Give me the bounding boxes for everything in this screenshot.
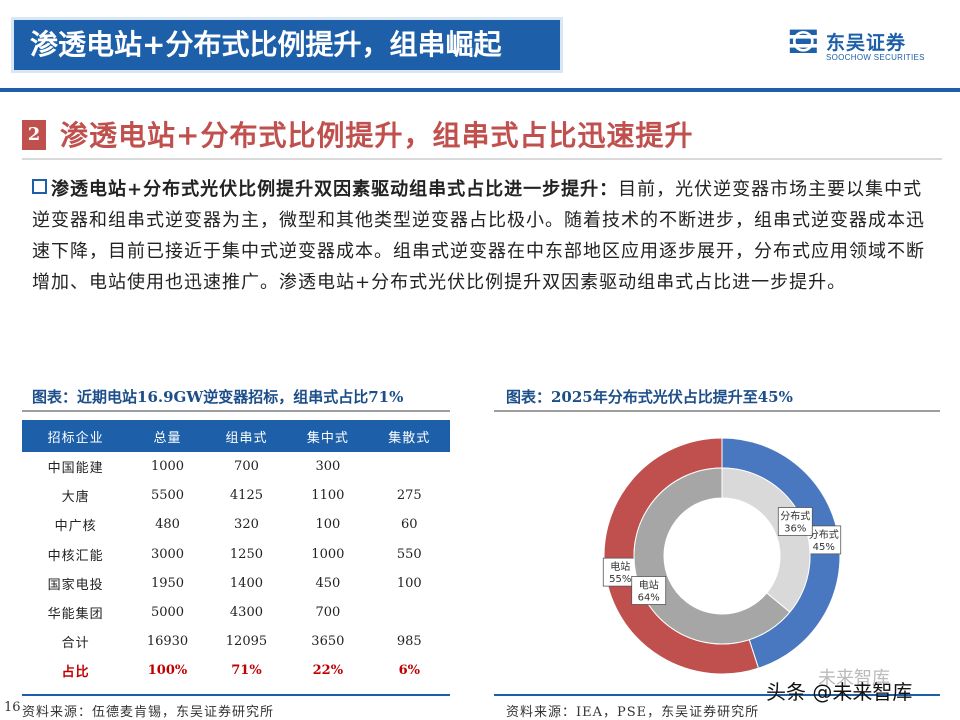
watermark: 头条 @未来智库 bbox=[766, 680, 913, 704]
table-cell: 450 bbox=[315, 575, 341, 591]
section-title: 渗透电站+分布式比例提升，组串式占比迅速提升 bbox=[60, 119, 694, 152]
watermark-faded: 未来智库 bbox=[818, 668, 890, 689]
table-cell: 300 bbox=[315, 459, 341, 475]
table-cell: 550 bbox=[396, 546, 422, 562]
table-cell: 1950 bbox=[150, 575, 185, 591]
table-cell: 71% bbox=[231, 663, 262, 679]
table-cell: 1000 bbox=[150, 459, 185, 475]
paragraph-body: 目前，光伏逆变器市场主要以集中式逆变器和组串式逆变器为主，微型和其他类型逆变器占… bbox=[32, 179, 925, 293]
table-header-cell: 组串式 bbox=[205, 420, 288, 452]
table-cell: 占比 bbox=[61, 665, 90, 681]
page-title: 渗透电站+分布式比例提升，组串崛起 bbox=[14, 20, 560, 70]
svg-text:45%: 45% bbox=[813, 542, 835, 553]
table-cell: 5000 bbox=[150, 605, 185, 621]
svg-text:55%: 55% bbox=[609, 574, 631, 585]
table-cell: 中国能建 bbox=[47, 461, 104, 477]
table-cell: 国家电投 bbox=[47, 577, 104, 593]
table-row: 中核汇能 3000 1250 1000 550 bbox=[22, 540, 450, 569]
donut-slice-1-0 bbox=[721, 467, 811, 613]
soochow-logo-icon bbox=[789, 29, 817, 53]
table-caption: 图表：近期电站16.9GW逆变器招标，组串式占比71% bbox=[32, 388, 404, 406]
table-cell: 3650 bbox=[311, 634, 345, 650]
table-source: 资料来源：伍德麦肯锡，东吴证券研究所 bbox=[22, 705, 275, 720]
table-cell: 3000 bbox=[150, 546, 185, 562]
table-cell: 4125 bbox=[229, 488, 263, 504]
table-cell: 480 bbox=[155, 517, 180, 533]
table-cell: 1000 bbox=[311, 546, 345, 562]
table-header-cell: 集中式 bbox=[287, 420, 369, 452]
table-row: 大唐 5500 4125 1100 275 bbox=[22, 481, 450, 510]
table-cell: 700 bbox=[234, 459, 259, 475]
table-total-row: 合计 16930 12095 3650 985 bbox=[22, 627, 450, 656]
table-cell: 中广核 bbox=[54, 519, 97, 535]
logo-subtitle: SOOCHOW SECURITIES bbox=[826, 53, 925, 62]
table-cell: 5500 bbox=[150, 488, 185, 504]
chart-caption-rule bbox=[494, 410, 940, 412]
table-cell bbox=[369, 598, 450, 627]
donut-slice-1-1 bbox=[633, 467, 791, 645]
table-cell: 1100 bbox=[311, 488, 345, 504]
table-cell: 985 bbox=[396, 634, 422, 650]
page-number: 16 bbox=[4, 700, 21, 715]
table-cell: 4300 bbox=[229, 605, 263, 621]
table-share-row: 占比 100% 71% 22% 6% bbox=[22, 656, 450, 685]
table-cell: 275 bbox=[396, 488, 422, 504]
table-cell: 1250 bbox=[229, 546, 263, 562]
table-cell: 700 bbox=[315, 605, 341, 621]
tender-table: 招标企业 总量 组串式 集中式 集散式 中国能建 1000 700 300 大唐… bbox=[22, 420, 450, 686]
svg-text:分布式: 分布式 bbox=[809, 528, 839, 541]
table-row: 中广核 480 320 100 60 bbox=[22, 510, 450, 539]
table-header-cell: 集散式 bbox=[368, 420, 450, 452]
table-row: 国家电投 1950 1400 450 100 bbox=[22, 569, 450, 598]
svg-text:36%: 36% bbox=[784, 524, 806, 535]
table-cell: 1400 bbox=[229, 575, 263, 591]
table-cell: 100 bbox=[315, 517, 341, 533]
table-cell: 合计 bbox=[61, 636, 90, 652]
table-header-cell: 招标企业 bbox=[22, 420, 130, 452]
table-cell: 大唐 bbox=[61, 490, 90, 506]
table-row: 中国能建 1000 700 300 bbox=[22, 452, 450, 481]
section-number: 2 bbox=[22, 120, 46, 150]
paragraph-lead: 渗透电站+分布式光伏比例提升双因素驱动组串式占比进一步提升： bbox=[51, 179, 619, 200]
bullet-square-icon bbox=[32, 179, 47, 194]
svg-text:64%: 64% bbox=[638, 592, 660, 603]
table-cell: 320 bbox=[234, 517, 259, 533]
table-cell bbox=[369, 452, 450, 481]
table-header-cell: 总量 bbox=[129, 420, 206, 452]
svg-text:电站: 电站 bbox=[610, 560, 630, 573]
table-cell: 中核汇能 bbox=[47, 548, 104, 564]
header-divider bbox=[0, 88, 960, 92]
table-header-row: 招标企业 总量 组串式 集中式 集散式 bbox=[22, 420, 450, 452]
section-divider bbox=[22, 158, 942, 160]
table-cell: 100% bbox=[147, 663, 188, 679]
table-cell: 6% bbox=[398, 663, 420, 679]
table-row: 华能集团 5000 4300 700 bbox=[22, 598, 450, 627]
table-cell: 16930 bbox=[146, 634, 189, 650]
chart-bottom-rule bbox=[494, 694, 940, 696]
table-caption-rule bbox=[22, 410, 450, 412]
table-bottom-rule bbox=[22, 694, 450, 696]
table-cell: 22% bbox=[312, 663, 344, 679]
svg-text:电站: 电站 bbox=[639, 578, 659, 591]
body-paragraph: 渗透电站+分布式光伏比例提升双因素驱动组串式占比进一步提升：目前，光伏逆变器市场… bbox=[32, 174, 932, 298]
chart-caption: 图表：2025年分布式光伏占比提升至45% bbox=[506, 388, 793, 406]
table-cell: 12095 bbox=[225, 634, 268, 650]
table-cell: 60 bbox=[401, 517, 418, 533]
svg-text:分布式: 分布式 bbox=[780, 510, 810, 523]
table-cell: 华能集团 bbox=[47, 607, 104, 623]
table-cell: 100 bbox=[396, 575, 422, 591]
logo-name: 东吴证券 bbox=[826, 32, 907, 54]
chart-source: 资料来源：IEA，PSE，东吴证券研究所 bbox=[506, 705, 760, 720]
